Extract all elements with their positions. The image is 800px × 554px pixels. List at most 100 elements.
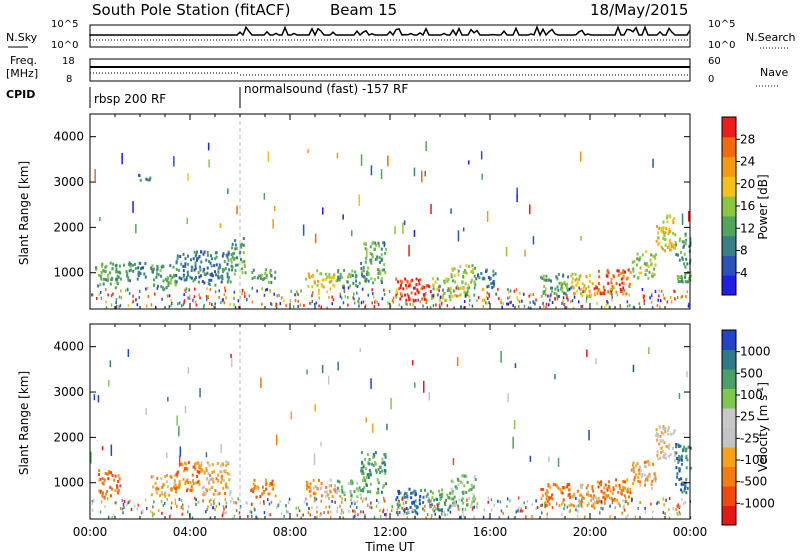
velocity-cell: [91, 501, 93, 505]
power-cell: [311, 285, 314, 289]
power-cell: [251, 277, 254, 280]
velocity-cell: [549, 496, 552, 500]
power-cell: [588, 293, 591, 297]
velocity-cell: [403, 513, 405, 516]
velocity-cell: [306, 481, 309, 485]
power-cell: [470, 278, 473, 282]
velocity-cell: [461, 481, 464, 485]
velocity-cell: [279, 500, 281, 504]
power-cell: [491, 286, 494, 290]
power-cell: [507, 296, 509, 300]
power-cell: [209, 273, 212, 277]
power-cell: [333, 284, 336, 288]
velocity-cell: [336, 506, 339, 510]
velocity-cell: [233, 514, 236, 518]
velocity-cell: [686, 371, 688, 378]
velocity-cell: [441, 488, 443, 492]
power-cell: [502, 302, 504, 306]
power-cell: [205, 272, 208, 276]
power-cell: [528, 294, 530, 298]
velocity-cell: [632, 461, 635, 465]
velocity-cell: [423, 509, 426, 513]
power-cell: [265, 276, 268, 280]
velocity-cell: [650, 502, 652, 506]
power-cell: [664, 231, 667, 235]
power-cell: [489, 276, 492, 280]
power-cell: [118, 264, 121, 268]
velocity-cell: [453, 495, 456, 499]
velocity-cell: [161, 485, 164, 489]
velocity-cell: [265, 487, 268, 491]
power-cell: [355, 283, 358, 287]
power-cell: [431, 294, 434, 298]
velocity-cell: [675, 466, 678, 470]
velocity-cell: [356, 499, 359, 503]
velocity-cell: [358, 486, 361, 490]
power-cell: [678, 239, 681, 243]
power-cell: [259, 276, 262, 280]
velocity-cell: [328, 497, 330, 501]
velocity-cell: [395, 498, 398, 502]
velocity-cell: [100, 500, 103, 504]
velocity-cell: [190, 485, 193, 489]
velocity-cell: [594, 501, 597, 505]
velocity-cell: [656, 438, 659, 442]
velocity-cell: [226, 461, 229, 465]
velocity-cell: [379, 471, 382, 474]
power-cell: [387, 301, 389, 305]
power-cell: [208, 282, 211, 286]
velocity-cell: [235, 509, 238, 513]
power-cell: [572, 292, 575, 296]
power-cell: [610, 281, 613, 285]
power-cell: [488, 294, 491, 298]
velocity-cell: [580, 493, 582, 497]
power-cell: [645, 268, 648, 272]
velocity-cell: [362, 510, 364, 514]
velocity-cell: [689, 446, 692, 450]
power-cell: [571, 277, 574, 281]
power-cell: [143, 272, 146, 276]
power-cell: [130, 268, 133, 272]
station-title: South Pole Station (fitACF): [92, 1, 290, 19]
power-cell: [398, 303, 401, 307]
power-cell: [646, 261, 649, 265]
velocity-cell: [369, 505, 371, 509]
power-cell: [270, 274, 273, 278]
velocity-cell: [623, 480, 626, 484]
velocity-cell: [250, 489, 253, 492]
power-cell: [437, 293, 439, 297]
power-cell: [184, 257, 187, 261]
velocity-cell: [428, 392, 430, 401]
velocity-cell: [468, 496, 471, 500]
velocity-ytick-label: 4000: [53, 340, 84, 354]
velocity-cell: [390, 397, 392, 410]
power-cell: [136, 303, 139, 307]
velocity-cell: [450, 479, 453, 483]
power-cell: [226, 280, 229, 284]
velocity-cell: [621, 492, 624, 496]
power-cell: [515, 288, 518, 292]
power-cell: [360, 267, 363, 271]
power-cell: [676, 296, 679, 299]
power-cell: [565, 306, 568, 310]
power-cell: [674, 241, 677, 245]
velocity-cell: [405, 501, 408, 504]
power-cell: [235, 263, 238, 267]
velocity-cell: [604, 483, 607, 487]
velocity-cell: [272, 483, 275, 487]
velocity-cell: [384, 453, 387, 457]
velocity-cell: [541, 511, 543, 515]
velocity-cell: [441, 509, 443, 513]
velocity-cell: [395, 511, 398, 515]
velocity-cell: [117, 489, 120, 493]
power-cell: [364, 304, 367, 308]
power-cell: [308, 276, 311, 280]
power-cell: [187, 262, 190, 266]
power-cell: [484, 298, 486, 302]
velocity-cell: [349, 490, 352, 494]
nsearch-label: N.Search: [746, 31, 796, 44]
velocity-cell: [245, 501, 247, 505]
power-cell: [686, 262, 689, 266]
power-cell: [588, 280, 591, 283]
